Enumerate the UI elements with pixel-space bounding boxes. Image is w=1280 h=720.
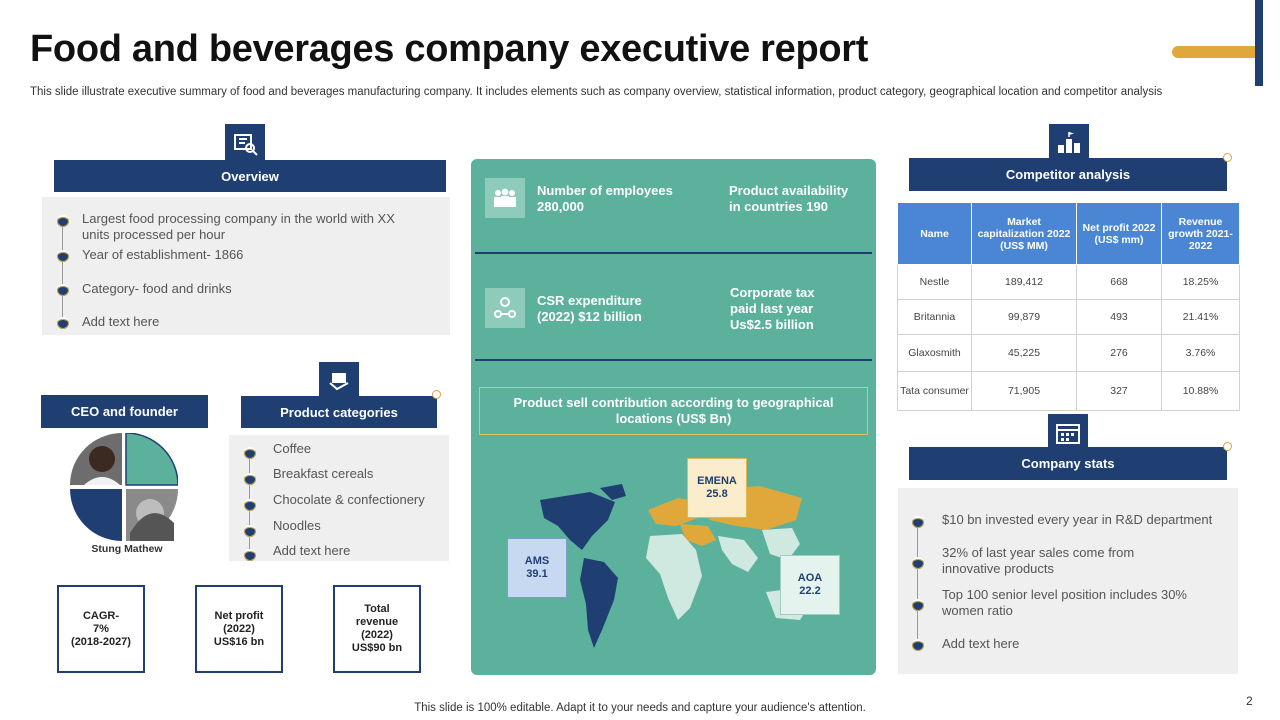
overview-header: Overview [54,160,446,192]
employees-text: Number of employees 280,000 [537,183,673,214]
ceo-photo-quadrants [70,432,179,541]
ceo-header: CEO and founder [41,395,208,428]
ceo-name: Stung Mathew [91,543,163,555]
product-panel: Coffee Breakfast cereals Chocolate & con… [229,435,449,561]
kpi-total-revenue: Total revenue (2022) US$90 bn [333,585,421,673]
table-cell: 21.41% [1161,299,1240,335]
kpi-net-profit: Net profit (2022) US$16 bn [195,585,283,673]
overview-icon [223,122,267,164]
col-net-profit: Net profit 2022 (US$ mm) [1076,202,1162,265]
bullet-icon [912,516,924,528]
overview-item: Year of establishment- 1866 [82,247,244,262]
table-cell: 276 [1076,334,1162,372]
region-aoa-value: 22.2 [799,585,821,597]
table-cell: Britannia [897,299,972,335]
region-ams: AMS 39.1 [507,538,567,598]
product-item: Coffee [273,441,312,456]
region-aoa-name: AOA [797,572,823,584]
stats-panel: $10 bn invested every year in R&D depart… [898,488,1238,674]
company-stats-header: Company stats [909,447,1227,480]
table-cell: Glaxosmith [897,334,972,372]
region-emena-value: 25.8 [706,488,728,500]
competitor-header: Competitor analysis [909,158,1227,191]
table-cell: Nestle [897,264,972,300]
page-subtitle: This slide illustrate executive summary … [30,86,1163,98]
col-revenue-growth: Revenue growth 2021-2022 [1161,202,1240,265]
bullet-icon [57,317,69,329]
table-cell: 71,905 [971,371,1077,411]
bullet-icon [244,447,256,459]
bullet-icon [57,250,69,262]
footer-note: This slide is 100% editable. Adapt it to… [414,702,866,714]
table-cell: Tata consumer [897,371,972,411]
table-cell: 668 [1076,264,1162,300]
table-cell: 327 [1076,371,1162,411]
tax-text: Corporate tax paid last year Us$2.5 bill… [730,285,815,332]
bullet-icon [244,499,256,511]
table-cell: 493 [1076,299,1162,335]
bullet-icon [912,557,924,569]
csr-text: CSR expenditure (2022) $12 billion [537,293,642,324]
bullet-icon [244,525,256,537]
overview-item: Largest food processing company in the w… [82,211,395,242]
table-row: Nestle 189,412 668 18.25% [897,264,1240,300]
table-cell: 189,412 [971,264,1077,300]
col-market-cap: Market capitalization 2022 (US$ MM) [971,202,1077,265]
bullet-icon [244,549,256,561]
bullet-icon [912,639,924,651]
region-aoa: AOA 22.2 [780,555,840,615]
map-title: Product sell contribution according to g… [513,395,834,426]
product-item: Breakfast cereals [273,466,374,481]
page-number: 2 [1246,694,1253,708]
csr-icon [485,288,525,328]
dot-decoration [432,390,441,399]
stats-item: Top 100 senior level position includes 3… [942,587,1187,618]
overview-item: Category- food and drinks [82,281,232,296]
kpi-cagr: CAGR- 7% (2018-2027) [57,585,145,673]
competitor-table: Name Market capitalization 2022 (US$ MM)… [897,202,1240,411]
table-row: Tata consumer 71,905 327 10.88% [897,371,1240,411]
col-name: Name [897,202,972,265]
dot-decoration [1223,442,1232,451]
separator [475,252,872,254]
dot-decoration [1223,153,1232,162]
navy-bar-decoration [1255,0,1263,86]
employees-icon [485,178,525,218]
table-row: Glaxosmith 45,225 276 3.76% [897,334,1240,372]
bullet-icon [57,215,69,227]
overview-item: Add text here [82,314,160,329]
product-item: Add text here [273,543,351,558]
region-emena-name: EMENA [697,475,737,487]
table-cell: 3.76% [1161,334,1240,372]
availability-text: Product availability in countries 190 [729,183,849,214]
product-item: Chocolate & confectionery [273,492,425,507]
table-cell: 18.25% [1161,264,1240,300]
region-ams-name: AMS [524,555,550,567]
region-emena: EMENA 25.8 [687,458,747,518]
stats-item: Add text here [942,636,1020,651]
bullet-icon [57,284,69,296]
competitor-table-wrap: Name Market capitalization 2022 (US$ MM)… [897,202,1240,411]
table-cell: 45,225 [971,334,1077,372]
separator [475,359,872,361]
overview-panel: Largest food processing company in the w… [42,197,450,335]
product-item: Noodles [273,518,321,533]
stats-item: $10 bn invested every year in R&D depart… [942,512,1213,527]
map-title-box: Product sell contribution according to g… [479,387,868,435]
page-title: Food and beverages company executive rep… [30,28,869,70]
competitor-icon [1047,122,1091,164]
gold-bar-decoration [1172,46,1262,58]
bullet-icon [912,599,924,611]
stats-item: 32% of last year sales come from innovat… [942,545,1135,576]
table-cell: 10.88% [1161,371,1240,411]
bullet-icon [244,473,256,485]
table-row: Britannia 99,879 493 21.41% [897,299,1240,335]
table-cell: 99,879 [971,299,1077,335]
product-categories-header: Product categories [241,396,437,428]
region-ams-value: 39.1 [526,568,548,580]
